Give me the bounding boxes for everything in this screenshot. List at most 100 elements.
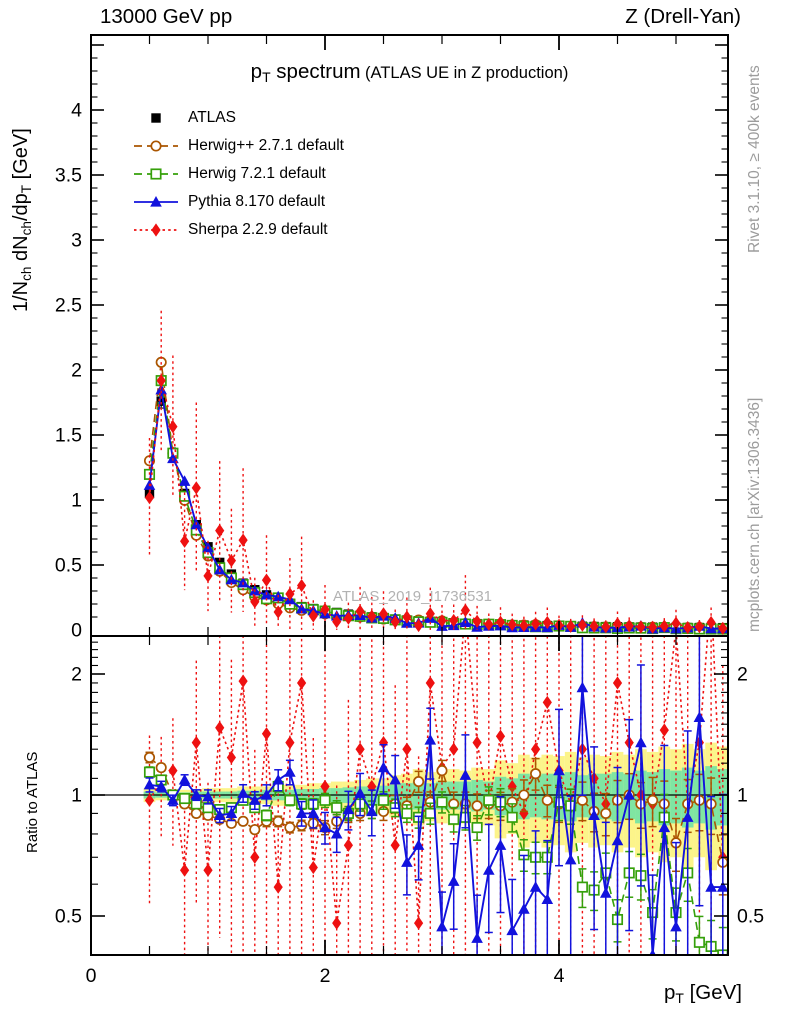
main-y-tick-label: 2.5 [55,295,82,317]
legend-label: Pythia 8.170 default [188,193,326,210]
header-process: Z (Drell-Yan) [625,5,741,28]
series-line [148,380,724,630]
ratio-panel-series [91,585,728,955]
data-point-marker [307,807,320,818]
data-point-marker [273,880,283,894]
data-point-marker [354,787,366,798]
legend-glyph [150,168,162,180]
data-point-marker [424,807,436,819]
data-point-marker [284,766,296,777]
data-point-marker [179,792,191,805]
legend-row: Herwig 7.2.1 default [132,160,344,188]
data-point-marker [649,948,656,955]
data-point-marker [601,620,611,634]
data-point-marker [295,807,308,818]
data-point-marker [272,815,284,827]
data-point-marker [330,827,343,839]
data-point-marker [530,768,542,780]
plot-title-wrap: pT spectrum (ATLAS UE in Z production) [91,60,728,85]
data-point-marker [647,794,659,806]
data-point-marker [624,619,634,633]
data-point-marker [507,779,517,794]
data-point-marker [576,681,589,693]
ratio-y-tick-label-left: 1 [71,785,82,807]
data-point-marker [249,794,261,805]
main-y-tick-label: 3 [71,230,82,252]
data-point-marker [378,607,389,621]
legend-marker-diamond-filled [134,223,178,237]
data-point-marker [389,773,401,785]
data-point-marker [414,916,424,930]
data-point-marker [284,794,296,806]
data-point-marker [412,839,425,850]
legend: ATLAS Herwig++ 2.7.1 default Herwig 7.2.1 … [132,104,344,244]
data-point-marker [343,838,353,852]
data-point-marker [707,585,716,598]
data-point-marker [436,920,448,932]
data-point-marker [706,615,716,630]
legend-label: ATLAS [188,109,236,126]
plot-subtitle: (ATLAS UE in Z production) [365,64,569,82]
data-point-marker [143,766,156,778]
data-point-marker [167,794,179,805]
data-point-marker [471,821,483,834]
data-point-marker [424,734,437,745]
data-point-marker [472,614,482,629]
data-point-marker [436,765,448,777]
legend-row: Herwig++ 2.7.1 default [132,132,344,160]
data-point-marker [226,750,236,765]
data-point-marker [215,524,225,538]
data-point-marker [402,742,412,756]
main-panel-series [143,310,728,635]
data-point-marker [402,610,412,624]
legend-label: Sherpa 2.2.9 default [188,221,328,238]
data-point-marker [471,932,483,943]
main-series-sherpa [144,310,728,635]
data-point-marker [506,924,518,936]
data-point-marker [472,736,482,750]
rivet-version-note: Rivet 3.1.10, ≥ 400k events [746,65,763,253]
axis-ticks [90,36,727,954]
ratio-y-tick-label-left: 2 [71,664,82,686]
data-point-marker [683,621,693,635]
data-point-marker [237,576,249,588]
data-point-marker [355,742,365,756]
ratio-y-tick-label-left: 0.5 [55,906,82,928]
data-point-marker [670,920,682,932]
data-point-marker [273,605,283,619]
data-point-marker [589,619,599,633]
watermark-analysis-id: ATLAS_2019_I1736531 [333,588,493,605]
ratio-panel-frame [90,635,729,956]
data-point-marker [226,554,236,568]
data-point-marker [319,794,331,806]
main-y-tick-label: 2 [71,360,82,382]
legend-glyph [150,196,162,207]
data-point-marker [308,860,318,875]
data-point-marker [436,796,448,808]
data-point-marker [295,602,308,614]
data-point-marker [483,864,495,875]
data-point-marker [448,813,460,825]
data-point-marker [636,620,646,634]
data-point-marker [144,490,155,505]
data-point-marker [705,881,717,892]
data-point-marker [566,619,576,633]
data-point-marker [459,769,472,780]
data-point-marker [377,794,390,806]
data-point-marker [342,803,355,815]
data-point-marker [506,811,518,823]
plot-title: pT spectrum [250,60,361,85]
main-y-tick-label: 1.5 [55,425,82,447]
data-point-marker [180,534,190,548]
main-y-tick-label: 3.5 [55,165,82,187]
data-point-marker [332,614,342,629]
data-point-marker [225,807,238,818]
data-point-marker [238,674,248,688]
legend-marker-circle-open [134,140,178,152]
data-point-marker [378,736,389,750]
data-point-marker [320,779,330,794]
data-point-marker [377,761,390,773]
data-point-marker [297,578,307,593]
data-point-marker [168,420,178,434]
